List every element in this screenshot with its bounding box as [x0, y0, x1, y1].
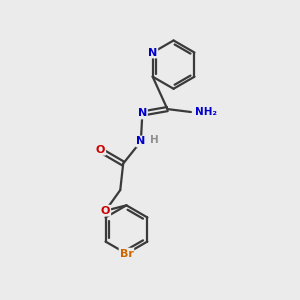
Text: H: H [150, 135, 158, 145]
Text: O: O [96, 145, 105, 155]
Text: N: N [136, 136, 146, 146]
Text: Br: Br [119, 249, 134, 259]
Text: NH₂: NH₂ [195, 107, 217, 117]
Text: N: N [138, 109, 147, 118]
Text: N: N [148, 47, 157, 58]
Text: O: O [101, 206, 110, 216]
